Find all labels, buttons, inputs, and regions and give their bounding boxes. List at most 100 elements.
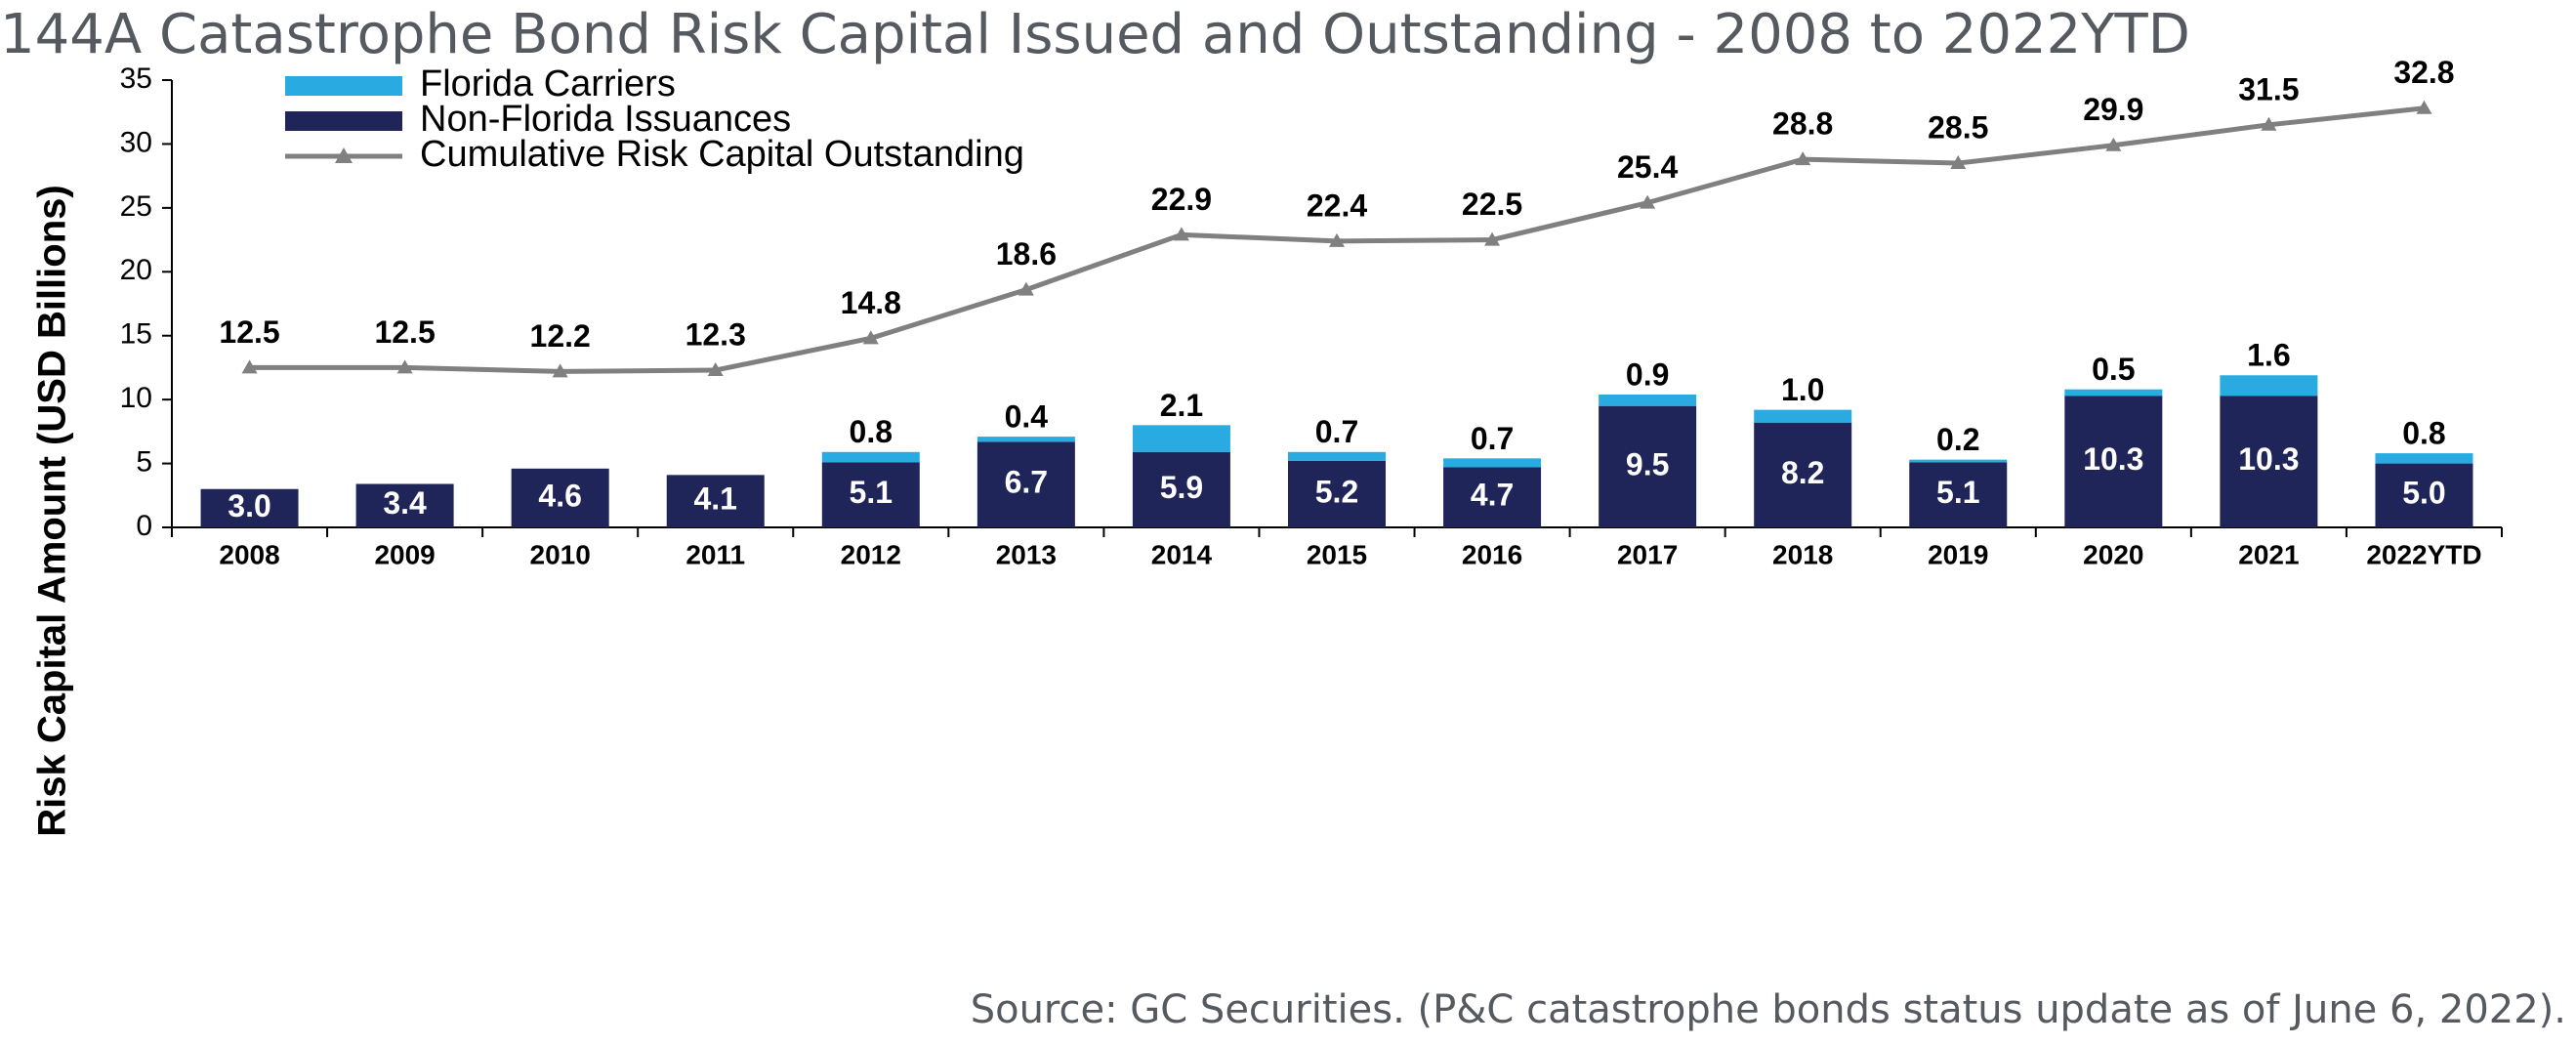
bar-non-florida — [666, 475, 765, 527]
cumulative-marker — [396, 359, 413, 374]
x-tick-label: 2021 — [2238, 539, 2299, 569]
bar-non-florida — [200, 488, 299, 527]
cumulative-value-label: 12.5 — [219, 314, 279, 350]
cumulative-marker — [1018, 281, 1034, 296]
cumulative-value-label: 14.8 — [841, 285, 901, 320]
y-tick-label: 10 — [120, 382, 152, 414]
x-tick-label: 2011 — [686, 539, 745, 569]
y-axis-title: Risk Capital Amount (USD Billions) — [31, 185, 74, 836]
x-tick-label: 2012 — [841, 539, 901, 569]
bar-non-florida — [1599, 405, 1697, 527]
bar-label-florida: 0.7 — [1471, 421, 1514, 456]
cumulative-line: 12.5 12.5 12.2 12.3 14.8 18.6 22.9 22.4 22.5 25.4… — [219, 55, 2455, 378]
cumulative-value-label: 22.4 — [1307, 188, 1367, 223]
bar-florida — [2375, 453, 2473, 464]
bar-non-florida — [1754, 422, 1852, 527]
cumulative-marker — [1329, 232, 1345, 247]
legend-label-florida: Florida Carriers — [420, 63, 676, 104]
cumulative-value-label: 29.9 — [2083, 92, 2143, 127]
cumulative-value-label: 12.2 — [530, 318, 591, 354]
cumulative-value-label: 12.3 — [686, 316, 746, 352]
y-tick-label: 5 — [136, 445, 152, 478]
cumulative-value-label: 22.5 — [1462, 187, 1522, 222]
bar-florida — [2220, 375, 2318, 397]
bar-non-florida — [1443, 467, 1542, 527]
bar-label-non-florida: 5.1 — [1936, 475, 1979, 510]
bar-label-non-florida: 4.7 — [1471, 478, 1514, 513]
bar-non-florida — [2220, 396, 2318, 527]
cumulative-value-label: 25.4 — [1617, 149, 1678, 185]
bar-label-non-florida: 3.4 — [383, 485, 427, 521]
x-tick-label: 2013 — [996, 539, 1057, 569]
cumulative-value-label: 28.5 — [1928, 110, 1988, 146]
bar-florida — [976, 437, 1075, 442]
bar-label-non-florida: 6.7 — [1005, 465, 1048, 500]
bar-label-non-florida: 5.9 — [1160, 470, 1203, 505]
bar-label-florida: 1.0 — [1781, 372, 1824, 407]
cumulative-marker — [241, 359, 258, 374]
x-tick-label: 2018 — [1772, 539, 1833, 569]
bars: 3.0 3.4 4.6 4.1 5.1 0.8 6.7 0.4 5.9 2.1 5.2 0.7 4.7 0… — [200, 338, 2473, 527]
bar-florida — [821, 451, 920, 463]
bar-florida — [1754, 409, 1852, 423]
cumulative-marker — [2416, 100, 2432, 114]
bar-label-florida: 0.2 — [1936, 422, 1979, 457]
chart-title: 144A Catastrophe Bond Risk Capital Issue… — [0, 3, 2190, 66]
cumulative-marker — [1950, 155, 1967, 170]
cumulative-marker — [1484, 231, 1501, 246]
x-tick-label: 2014 — [1151, 539, 1213, 569]
bar-label-florida: 0.4 — [1005, 399, 1049, 435]
bar-non-florida — [1909, 462, 2008, 527]
cumulative-value-label: 22.9 — [1151, 182, 1212, 217]
bar-label-florida: 1.6 — [2247, 338, 2290, 373]
bar-label-non-florida: 5.0 — [2402, 476, 2445, 511]
y-axis: 0 5 10 15 20 25 30 35 — [120, 63, 173, 542]
cumulative-marker — [2105, 137, 2122, 151]
bar-label-non-florida: 10.3 — [2238, 441, 2299, 477]
cumulative-value-label: 18.6 — [996, 236, 1057, 272]
bar-florida — [1288, 451, 1386, 461]
bar-non-florida — [2375, 463, 2473, 527]
bar-non-florida — [976, 441, 1075, 527]
bar-label-non-florida: 5.2 — [1315, 474, 1358, 509]
bar-label-non-florida: 3.0 — [228, 488, 270, 523]
bar-non-florida — [1132, 451, 1230, 527]
y-tick-label: 15 — [120, 318, 152, 351]
y-tick-label: 30 — [120, 126, 152, 158]
bar-non-florida — [355, 483, 454, 527]
cumulative-marker — [2261, 116, 2277, 131]
legend-label-cumulative: Cumulative Risk Capital Outstanding — [420, 134, 1024, 175]
bar-non-florida — [511, 468, 609, 527]
y-tick-label: 25 — [120, 190, 152, 223]
source-note: Source: GC Securities. (P&C catastrophe … — [970, 987, 2566, 1032]
x-tick-label: 2017 — [1617, 539, 1678, 569]
x-tick-label: 2019 — [1928, 539, 1988, 569]
cumulative-marker — [1795, 151, 1811, 166]
cumulative-marker — [1173, 227, 1189, 241]
bar-label-non-florida: 4.6 — [538, 478, 581, 513]
bar-label-non-florida: 8.2 — [1781, 455, 1824, 490]
bar-florida — [1132, 425, 1230, 452]
bar-label-non-florida: 9.5 — [1626, 446, 1669, 481]
bar-label-florida: 0.8 — [2402, 416, 2445, 451]
x-tick-label: 2016 — [1462, 539, 1522, 569]
bar-label-non-florida: 10.3 — [2083, 441, 2143, 477]
bar-non-florida — [1288, 460, 1386, 527]
x-tick-label: 2009 — [374, 539, 435, 569]
legend-swatch-florida — [285, 76, 402, 96]
bar-label-florida: 2.1 — [1160, 388, 1203, 423]
x-tick-label: 2022YTD — [2366, 539, 2481, 569]
cumulative-value-label: 28.8 — [1772, 106, 1833, 142]
bar-non-florida — [2064, 396, 2163, 527]
bar-label-non-florida: 4.1 — [693, 481, 736, 517]
x-axis: 2008 2009 2010 2011 2012 2013 2014 2015 2016 2017… — [171, 526, 2503, 569]
bar-florida — [1443, 458, 1542, 468]
bar-label-florida: 0.7 — [1315, 414, 1358, 449]
bar-label-florida: 0.8 — [850, 414, 893, 449]
bar-non-florida — [821, 462, 920, 527]
cumulative-marker — [862, 330, 879, 345]
x-tick-label: 2020 — [2083, 539, 2143, 569]
y-tick-label: 20 — [120, 254, 152, 286]
